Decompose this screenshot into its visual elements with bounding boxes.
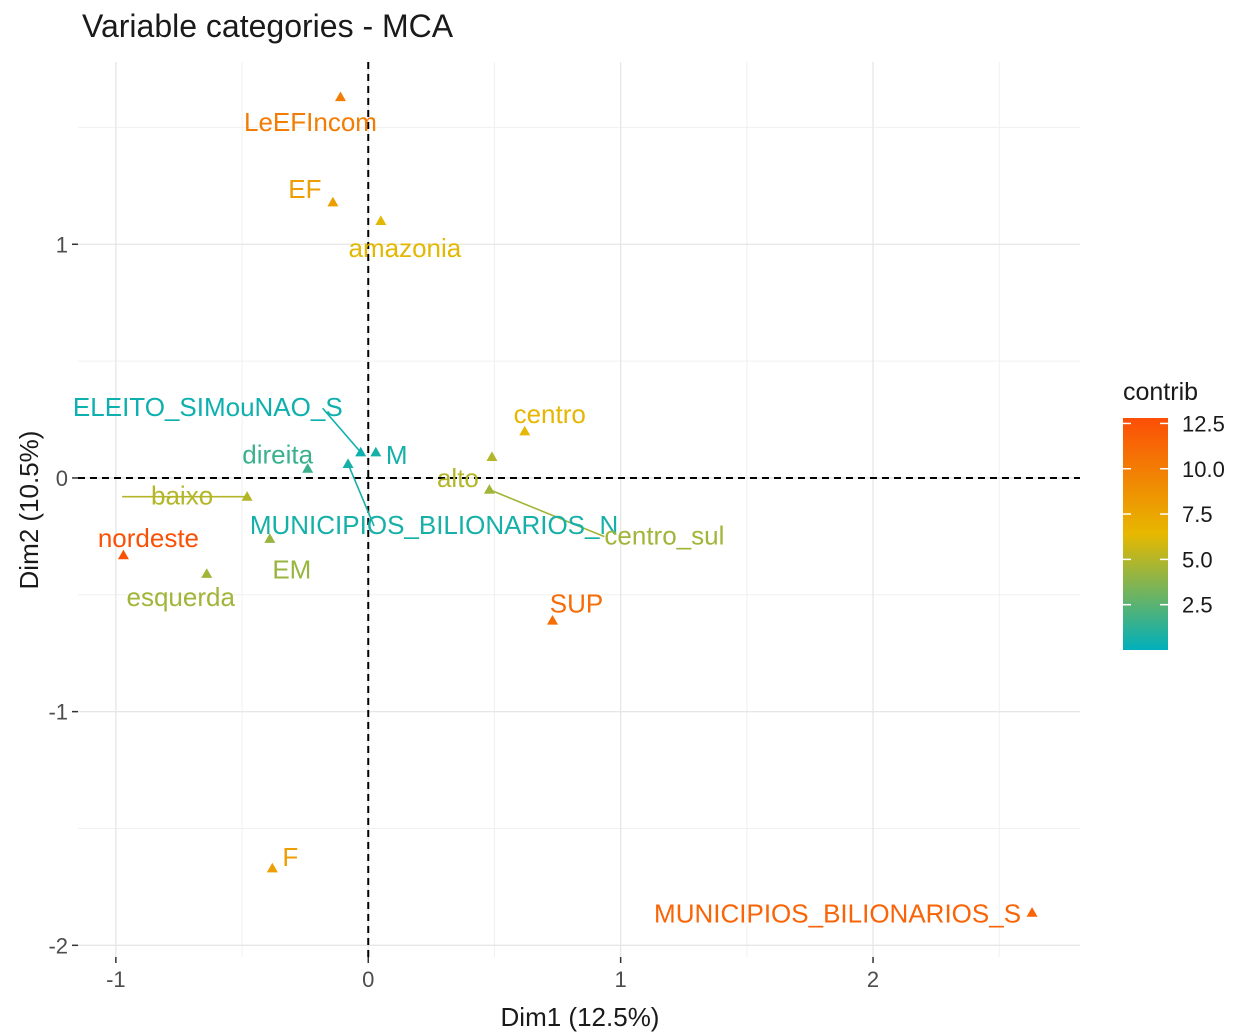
point-sup [546, 614, 558, 625]
legend-break-label: 10.0 [1182, 457, 1225, 482]
point-municipios-bilionarios-s [1026, 907, 1038, 917]
point-label-esquerda: esquerda [127, 582, 236, 612]
legend: contrib 2.5 5.0 7.5 10.0 12.5 [1123, 378, 1225, 650]
point-centro [519, 425, 531, 436]
x-tick-label: -1 [106, 967, 126, 992]
point-municipios-bilionarios-n [342, 458, 354, 469]
point-leefincom [334, 91, 346, 102]
point-label-municipios-bilionarios-n: MUNICIPIOS_BILIONARIOS_N [250, 510, 618, 540]
point-labels: LeEFIncom EF amazonia centro ELEITO_SIMouNAO… [73, 107, 1021, 929]
reference-lines [78, 62, 1080, 957]
legend-break-label: 5.0 [1182, 547, 1213, 572]
point-alto [486, 451, 498, 462]
legend-title: contrib [1123, 378, 1198, 406]
point-f [266, 862, 278, 873]
point-label-leefincom: LeEFIncom [244, 107, 377, 137]
point-label-nordeste: nordeste [98, 523, 199, 553]
point-centro-sul [483, 484, 495, 494]
chart-title: Variable categories - MCA [82, 8, 454, 44]
point-esquerda [201, 568, 213, 578]
x-tick-label: 1 [615, 967, 627, 992]
legend-break-label: 12.5 [1182, 411, 1225, 436]
legend-break-label: 2.5 [1182, 593, 1213, 618]
point-label-ef: EF [288, 174, 321, 204]
point-baixo [241, 491, 253, 501]
leader-line-municipios-bilionarios-n [347, 463, 375, 527]
point-label-sup: SUP [550, 588, 603, 618]
point-label-m: M [386, 440, 408, 470]
point-ef [327, 196, 339, 207]
point-amazonia [375, 215, 387, 226]
leader-line-centro-sul [489, 488, 605, 538]
point-label-centro: centro [514, 399, 586, 429]
legend-break-label: 7.5 [1182, 502, 1213, 527]
point-label-direita: direita [242, 440, 313, 470]
x-tick-label: 0 [362, 967, 374, 992]
point-nordeste [117, 549, 129, 560]
point-em [264, 533, 276, 543]
x-tick-label: 2 [867, 967, 879, 992]
point-label-eleito-simounao-s: ELEITO_SIMouNAO_S [73, 392, 343, 422]
point-label-municipios-bilionarios-s: MUNICIPIOS_BILIONARIOS_S [654, 899, 1021, 929]
label-leader-lines [122, 407, 605, 538]
point-label-f: F [282, 842, 298, 872]
y-tick-label: -2 [48, 933, 68, 958]
point-direita [302, 463, 314, 473]
point-label-alto: alto [437, 463, 479, 493]
point-label-baixo: baixo [151, 481, 213, 511]
y-tick-label: 0 [56, 466, 68, 491]
point-label-amazonia: amazonia [349, 233, 462, 263]
point-label-centro-sul: centro_sul [604, 521, 724, 551]
y-tick-label: -1 [48, 700, 68, 725]
point-eleito-simounao-s [355, 446, 367, 457]
y-axis-title: Dim2 (10.5%) [14, 431, 44, 590]
point-m [370, 446, 382, 457]
point-label-em: EM [272, 555, 311, 585]
legend-color-bar [1123, 418, 1168, 650]
y-tick-label: 1 [56, 232, 68, 257]
x-axis-title: Dim1 (12.5%) [501, 1002, 660, 1032]
axes: Dim1 (12.5%) Dim2 (10.5%) -1 0 1 2 -2 -1 0 1 [14, 232, 879, 1032]
points [117, 91, 1038, 917]
leader-line-eleito-simounao-s [322, 407, 362, 453]
